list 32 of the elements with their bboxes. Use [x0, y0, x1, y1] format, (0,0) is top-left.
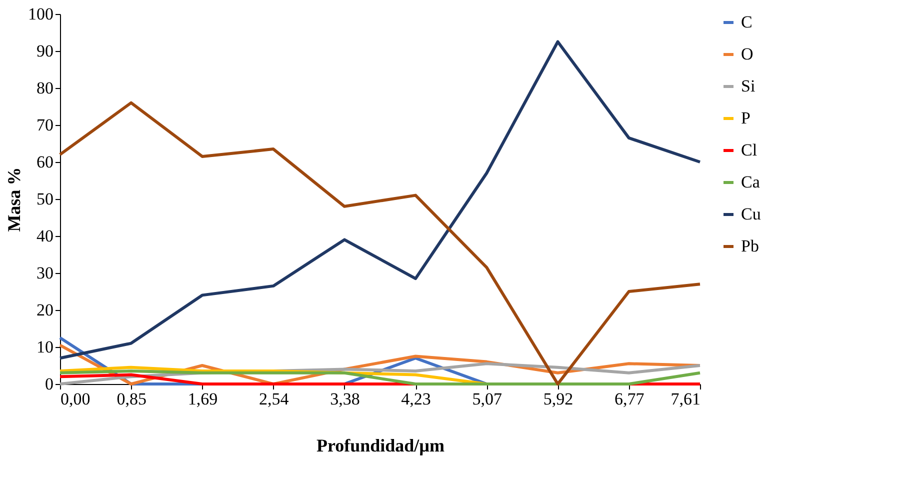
x-axis-title: Profundidad/µm — [316, 436, 445, 456]
x-tick-label: 5,07 — [472, 390, 503, 408]
y-tick-label: 10 — [36, 338, 54, 356]
x-tick-label: 0,00 — [60, 390, 90, 408]
x-tick-label: 0,85 — [116, 390, 146, 408]
x-tick-label: 5,92 — [543, 390, 574, 408]
y-tick-label: 60 — [36, 152, 54, 172]
x-tick-label: 1,69 — [188, 390, 218, 408]
y-tick-label: 80 — [36, 78, 54, 98]
legend-label: Cu — [741, 204, 762, 224]
legend-label: C — [741, 12, 752, 32]
x-tick-label: 4,23 — [401, 390, 431, 408]
y-tick-label: 30 — [36, 264, 54, 282]
x-tick-label: 2,54 — [258, 390, 290, 408]
legend-label: Pb — [741, 236, 759, 256]
line-series — [58, 40, 702, 360]
x-tick-label: 6,77 — [614, 390, 645, 408]
legend-label: P — [741, 108, 750, 128]
legend-label: Si — [741, 76, 756, 96]
y-tick-label: 40 — [36, 226, 54, 246]
y-tick-label: 20 — [36, 300, 54, 320]
legend-label: O — [741, 44, 754, 64]
y-tick-label: 0 — [45, 374, 54, 394]
y-tick-label: 50 — [36, 190, 54, 208]
legend-label: Ca — [741, 172, 760, 192]
y-axis-title: Masa % — [4, 167, 24, 232]
y-tick-label: 100 — [28, 4, 54, 24]
x-tick-label: 7,61 — [670, 390, 700, 408]
x-tick-label: 3,38 — [330, 390, 360, 408]
y-tick-label: 70 — [36, 116, 54, 134]
legend-label: Cl — [741, 140, 758, 160]
y-tick-label: 90 — [36, 42, 54, 60]
